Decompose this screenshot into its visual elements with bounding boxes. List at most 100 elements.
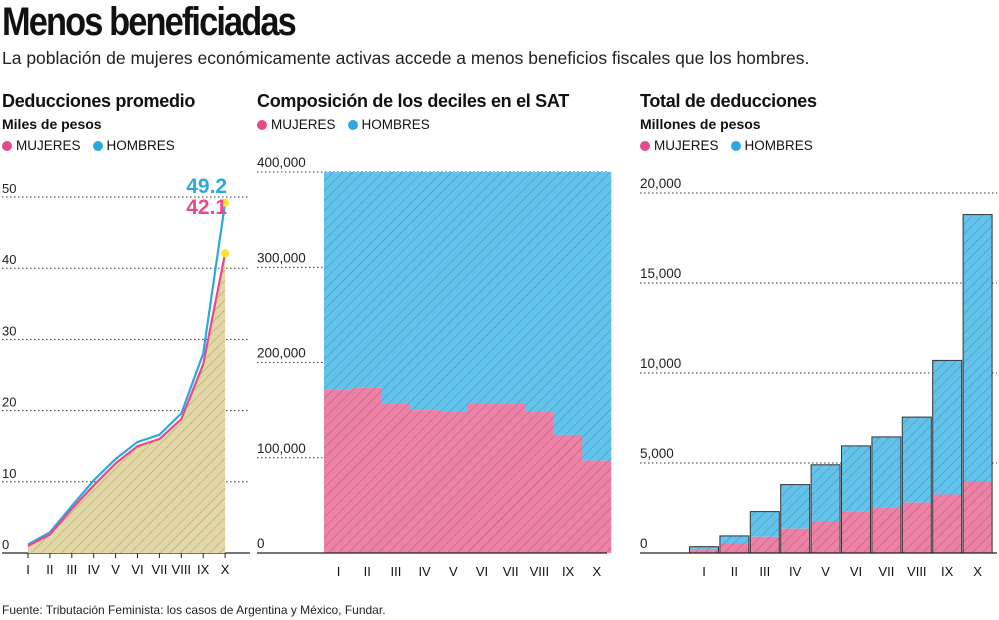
men-legend-dot bbox=[347, 119, 358, 130]
chart3-title: Total de deducciones bbox=[640, 91, 817, 111]
x-tick-label: IV bbox=[789, 564, 802, 579]
men-bar-hatch bbox=[524, 172, 554, 413]
x-tick-label: IX bbox=[562, 564, 575, 579]
men-bar-hatch bbox=[780, 484, 810, 529]
women-bar-hatch bbox=[689, 549, 719, 553]
women-bar-hatch bbox=[871, 507, 901, 553]
x-tick-label: IV bbox=[88, 562, 101, 577]
y-tick-label: 0 bbox=[257, 536, 265, 551]
y-tick-label: 100,000 bbox=[257, 441, 306, 456]
women-bar-hatch bbox=[352, 387, 382, 553]
x-tick-label: X bbox=[592, 564, 601, 579]
women-area-hatch bbox=[28, 253, 226, 554]
chart1-legend: MUJERES HOMBRES bbox=[2, 138, 187, 153]
x-tick-label: VI bbox=[850, 564, 862, 579]
x-tick-label: VIII bbox=[172, 562, 192, 577]
men-bar-hatch bbox=[689, 546, 719, 550]
women-legend-label: MUJERES bbox=[654, 138, 719, 153]
x-tick-label: VI bbox=[131, 562, 143, 577]
x-tick-label: II bbox=[46, 562, 53, 577]
x-tick-label: IX bbox=[197, 562, 210, 577]
women-bar-hatch bbox=[496, 403, 526, 553]
x-tick-label: III bbox=[759, 564, 770, 579]
women-legend-label: MUJERES bbox=[16, 138, 81, 153]
men-bar-hatch bbox=[811, 464, 841, 522]
chart1-title: Deducciones promedio bbox=[2, 91, 196, 111]
men-bar-hatch bbox=[963, 214, 993, 481]
men-bar-hatch bbox=[381, 172, 411, 404]
x-tick-label: V bbox=[449, 564, 458, 579]
men-legend-label: HOMBRES bbox=[106, 138, 175, 153]
chart2-legend: MUJERES HOMBRES bbox=[257, 117, 442, 132]
women-bar-hatch bbox=[324, 389, 353, 553]
chart3-legend: MUJERES HOMBRES bbox=[640, 138, 825, 153]
men-bar-hatch bbox=[553, 172, 583, 435]
women-series-line bbox=[27, 253, 227, 547]
x-tick-label: VIII bbox=[907, 564, 927, 579]
women-legend-dot bbox=[257, 119, 267, 130]
men-bar-hatch bbox=[871, 436, 901, 508]
y-tick-label: 10,000 bbox=[640, 356, 681, 371]
page-subtitle: La población de mujeres económicamente a… bbox=[2, 48, 810, 68]
women-bar-hatch bbox=[719, 544, 749, 553]
men-legend-label: HOMBRES bbox=[744, 138, 813, 153]
chart1-units: Miles de pesos bbox=[2, 116, 102, 132]
x-tick-label: II bbox=[364, 564, 371, 579]
women-bar-hatch bbox=[780, 528, 810, 553]
page-title: Menos beneficiadas bbox=[2, 0, 297, 44]
men-bar-hatch bbox=[841, 445, 871, 512]
men-bar-hatch bbox=[438, 172, 468, 412]
women-bar-hatch bbox=[553, 434, 583, 553]
women-bar-hatch bbox=[467, 403, 497, 553]
men-legend-dot bbox=[92, 140, 103, 151]
men-series-line bbox=[27, 202, 227, 546]
chart2-title: Composición de los deciles en el SAT bbox=[257, 91, 569, 111]
men-bar-hatch bbox=[324, 172, 353, 390]
x-tick-label: IX bbox=[941, 564, 954, 579]
women-bar-hatch bbox=[811, 521, 841, 553]
y-tick-label: 20,000 bbox=[640, 176, 681, 191]
men-bar-hatch bbox=[410, 172, 440, 411]
women-bar-hatch bbox=[750, 536, 780, 553]
x-tick-label: V bbox=[821, 564, 830, 579]
women-bar-hatch bbox=[963, 481, 993, 553]
x-tick-label: III bbox=[390, 564, 401, 579]
men-bar-hatch bbox=[582, 172, 612, 461]
y-tick-label: 50 bbox=[2, 181, 16, 196]
men-legend-label: HOMBRES bbox=[361, 117, 430, 132]
women-bar-hatch bbox=[438, 411, 468, 553]
men-bar-hatch bbox=[719, 535, 749, 544]
y-tick-label: 0 bbox=[2, 537, 9, 552]
y-tick-label: 300,000 bbox=[257, 250, 306, 265]
men-bar-hatch bbox=[496, 172, 526, 404]
men-bar-hatch bbox=[902, 417, 932, 503]
x-tick-label: II bbox=[731, 564, 738, 579]
women-bar-hatch bbox=[582, 460, 612, 553]
x-tick-label: X bbox=[221, 562, 230, 577]
x-tick-label: IV bbox=[418, 564, 431, 579]
women-bar-hatch bbox=[841, 511, 871, 553]
men-bar-hatch bbox=[932, 360, 962, 495]
source-note: Fuente: Tributación Feminista: los casos… bbox=[2, 603, 386, 617]
x-tick-label: X bbox=[973, 564, 982, 579]
women-legend-dot bbox=[2, 140, 12, 151]
women-bar-hatch bbox=[932, 494, 962, 553]
x-tick-label: VII bbox=[503, 564, 519, 579]
x-tick-label: I bbox=[702, 564, 706, 579]
men-last-value-label: 49.2 bbox=[186, 175, 227, 198]
women-bar-hatch bbox=[410, 410, 440, 553]
x-tick-label: VII bbox=[151, 562, 167, 577]
women-legend-dot bbox=[640, 140, 650, 151]
x-tick-label: I bbox=[26, 562, 30, 577]
x-tick-label: VIII bbox=[530, 564, 550, 579]
x-tick-label: III bbox=[66, 562, 77, 577]
women-bar-hatch bbox=[524, 412, 554, 553]
y-tick-label: 30 bbox=[2, 323, 16, 338]
women-last-point bbox=[221, 249, 230, 258]
x-tick-label: V bbox=[111, 562, 120, 577]
women-bar-hatch bbox=[381, 403, 411, 553]
men-legend-dot bbox=[730, 140, 741, 151]
